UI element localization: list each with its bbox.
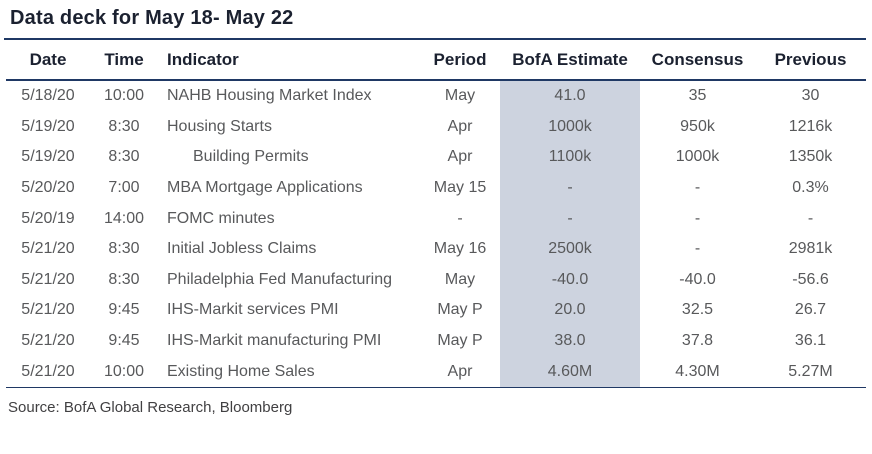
cell-date: 5/18/20 — [21, 87, 75, 105]
cell-bofa: - — [500, 203, 640, 234]
cell-period: May P — [437, 301, 483, 319]
cell-bofa: 38.0 — [500, 325, 640, 357]
cell-date: 5/19/20 — [21, 148, 75, 166]
cell-time: 8:30 — [108, 240, 140, 258]
column-header-indicator: Indicator — [158, 40, 420, 81]
cell-time: 10:00 — [103, 87, 145, 105]
cell-date: 5/21/20 — [21, 301, 75, 319]
cell-consensus: 35 — [688, 87, 707, 105]
table-body: 5/18/20 10:00 NAHB Housing Market Index May… — [6, 80, 866, 388]
cell-period: May 15 — [433, 179, 487, 197]
column-header-previous: Previous — [755, 40, 866, 81]
column-header-date: Date — [6, 40, 90, 81]
cell-consensus: - — [694, 179, 701, 197]
cell-consensus: - — [694, 240, 701, 258]
cell-time: 9:45 — [108, 301, 140, 319]
cell-bofa: 4.60M — [500, 356, 640, 388]
cell-bofa: 41.0 — [500, 80, 640, 112]
cell-consensus: -40.0 — [679, 270, 716, 288]
column-header-consensus: Consensus — [640, 40, 755, 81]
table-header-row: Date Time Indicator Period BofA Estimate Cons… — [6, 40, 866, 81]
cell-bofa: -40.0 — [500, 264, 640, 296]
cell-previous: 2981k — [788, 240, 833, 258]
cell-indicator: Housing Starts — [167, 117, 272, 135]
table-row: 5/19/20 8:30 Building Permits Apr 1100k 1000k… — [6, 142, 866, 173]
cell-period: May — [444, 87, 476, 105]
cell-previous: -56.6 — [792, 270, 829, 288]
cell-indicator: Initial Jobless Claims — [167, 240, 317, 258]
cell-period: May — [444, 270, 476, 288]
cell-consensus: 4.30M — [640, 356, 755, 388]
cell-period: Apr — [447, 117, 473, 135]
title-divider — [4, 38, 866, 40]
table-row: 5/21/20 8:30 Philadelphia Fed Manufacturin… — [6, 264, 866, 296]
cell-bofa: - — [500, 172, 640, 204]
table-row: 5/20/20 7:00 MBA Mortgage Applications May … — [6, 172, 866, 204]
cell-bofa: 20.0 — [500, 295, 640, 326]
cell-date: 5/21/20 — [21, 240, 75, 258]
cell-indicator: IHS-Markit manufacturing PMI — [167, 332, 382, 350]
table-row: 5/21/20 10:00 Existing Home Sales Apr 4.60M 4… — [6, 356, 866, 388]
cell-time: 8:30 — [108, 270, 140, 288]
cell-date: 5/20/19 — [21, 209, 75, 227]
cell-period: May P — [437, 332, 483, 350]
cell-previous: 26.7 — [794, 301, 827, 319]
column-header-bofa: BofA Estimate — [500, 40, 640, 81]
cell-period: - — [457, 209, 463, 227]
cell-previous: 0.3% — [792, 179, 829, 197]
column-header-period: Period — [420, 40, 500, 81]
data-deck-page: Data deck for May 18- May 22 Date Time Ind… — [0, 6, 872, 454]
cell-previous: 1216k — [788, 117, 833, 135]
cell-indicator: Philadelphia Fed Manufacturing — [167, 270, 393, 288]
cell-consensus: - — [694, 209, 701, 227]
cell-date: 5/21/20 — [21, 270, 75, 288]
cell-indicator: NAHB Housing Market Index — [167, 87, 372, 105]
cell-consensus: 37.8 — [681, 332, 714, 350]
cell-bofa: 1000k — [500, 111, 640, 143]
cell-date: 5/21/20 — [6, 356, 90, 388]
cell-bofa: 2500k — [500, 233, 640, 265]
table-row: 5/21/20 9:45 IHS-Markit manufacturing PMI M… — [6, 325, 866, 357]
cell-previous: - — [807, 209, 814, 227]
cell-indicator: MBA Mortgage Applications — [167, 179, 363, 197]
cell-date: 5/19/20 — [21, 117, 75, 135]
table-row: 5/21/20 8:30 Initial Jobless Claims May 16 2… — [6, 233, 866, 265]
cell-indicator: Building Permits — [193, 148, 309, 166]
cell-date: 5/21/20 — [21, 332, 75, 350]
cell-time: 14:00 — [103, 209, 145, 227]
cell-bofa: 1100k — [500, 142, 640, 173]
cell-consensus: 950k — [680, 117, 715, 135]
table-row: 5/21/20 9:45 IHS-Markit services PMI May P 2… — [6, 295, 866, 326]
cell-previous: 5.27M — [755, 356, 866, 388]
cell-period: Apr — [447, 148, 473, 166]
table-row: 5/19/20 8:30 Housing Starts Apr 1000k 950k 121… — [6, 111, 866, 143]
cell-indicator: IHS-Markit services PMI — [167, 301, 339, 319]
page-title: Data deck for May 18- May 22 — [10, 7, 294, 29]
table-row: 5/18/20 10:00 NAHB Housing Market Index May… — [6, 80, 866, 112]
cell-period: Apr — [420, 356, 500, 388]
cell-time: 10:00 — [90, 356, 158, 388]
column-header-time: Time — [90, 40, 158, 81]
cell-date: 5/20/20 — [21, 179, 75, 197]
cell-indicator: Existing Home Sales — [158, 356, 420, 388]
cell-time: 8:30 — [108, 117, 140, 135]
cell-period: May 16 — [433, 240, 487, 258]
cell-time: 8:30 — [108, 148, 140, 166]
cell-time: 7:00 — [108, 179, 140, 197]
cell-time: 9:45 — [108, 332, 140, 350]
cell-previous: 1350k — [788, 148, 833, 166]
cell-previous: 36.1 — [794, 332, 827, 350]
source-note: Source: BofA Global Research, Bloomberg — [8, 398, 293, 416]
table-row: 5/20/19 14:00 FOMC minutes - - - - — [6, 203, 866, 234]
cell-consensus: 1000k — [675, 148, 720, 166]
cell-previous: 30 — [801, 87, 820, 105]
cell-indicator: FOMC minutes — [167, 209, 275, 227]
data-deck-table: Date Time Indicator Period BofA Estimate Cons… — [6, 40, 866, 388]
cell-consensus: 32.5 — [681, 301, 714, 319]
